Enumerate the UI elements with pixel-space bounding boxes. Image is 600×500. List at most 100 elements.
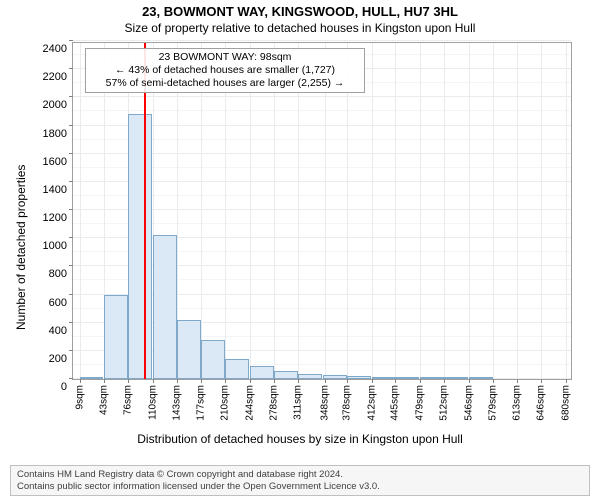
x-tick-mark bbox=[201, 379, 202, 383]
grid-line bbox=[347, 43, 348, 379]
x-tick-label: 143sqm bbox=[171, 385, 182, 421]
x-tick-label: 479sqm bbox=[415, 385, 426, 421]
x-tick-label: 76sqm bbox=[123, 385, 134, 415]
x-tick-label: 412sqm bbox=[366, 385, 377, 421]
histogram-bar bbox=[177, 320, 201, 379]
grid-line-minor bbox=[73, 110, 571, 111]
grid-line bbox=[274, 43, 275, 379]
x-tick-label: 177sqm bbox=[196, 385, 207, 421]
y-tick-mark bbox=[69, 294, 73, 295]
x-tick-label: 680sqm bbox=[560, 385, 571, 421]
y-tick-mark bbox=[69, 68, 73, 69]
x-tick-mark bbox=[541, 379, 542, 383]
grid-line bbox=[73, 40, 571, 41]
x-tick-label: 244sqm bbox=[244, 385, 255, 421]
x-tick-mark bbox=[420, 379, 421, 383]
x-tick-mark bbox=[250, 379, 251, 383]
grid-line bbox=[493, 43, 494, 379]
y-tick-mark bbox=[69, 209, 73, 210]
grid-line bbox=[298, 43, 299, 379]
grid-line bbox=[566, 43, 567, 379]
y-tick-mark bbox=[69, 237, 73, 238]
x-tick-mark bbox=[128, 379, 129, 383]
x-tick-mark bbox=[104, 379, 105, 383]
x-tick-label: 110sqm bbox=[147, 385, 158, 420]
x-tick-mark bbox=[469, 379, 470, 383]
y-tick-mark bbox=[69, 322, 73, 323]
x-tick-label: 512sqm bbox=[439, 385, 450, 421]
histogram-bar bbox=[395, 377, 419, 379]
x-tick-label: 613sqm bbox=[512, 385, 523, 421]
grid-line bbox=[201, 43, 202, 379]
histogram-bar bbox=[444, 377, 468, 379]
chart-container: 23, BOWMONT WAY, KINGSWOOD, HULL, HU7 3H… bbox=[0, 0, 600, 500]
x-tick-mark bbox=[347, 379, 348, 383]
annotation-line: 23 BOWMONT WAY: 98sqm bbox=[92, 51, 358, 64]
x-tick-mark bbox=[566, 379, 567, 383]
y-tick-mark bbox=[69, 350, 73, 351]
grid-line bbox=[250, 43, 251, 379]
histogram-bar bbox=[298, 374, 322, 379]
x-tick-mark bbox=[517, 379, 518, 383]
x-tick-label: 579sqm bbox=[487, 385, 498, 421]
histogram-bar bbox=[372, 377, 396, 379]
x-tick-label: 311sqm bbox=[293, 385, 304, 420]
x-tick-mark bbox=[225, 379, 226, 383]
x-tick-label: 378sqm bbox=[341, 385, 352, 421]
x-tick-mark bbox=[372, 379, 373, 383]
x-tick-mark bbox=[274, 379, 275, 383]
annotation-box: 23 BOWMONT WAY: 98sqm← 43% of detached h… bbox=[85, 48, 365, 93]
grid-line bbox=[444, 43, 445, 379]
histogram-bar bbox=[274, 371, 298, 379]
histogram-bar bbox=[225, 359, 249, 379]
x-axis-label: Distribution of detached houses by size … bbox=[0, 432, 600, 446]
annotation-line: 57% of semi-detached houses are larger (… bbox=[92, 77, 358, 90]
grid-line bbox=[541, 43, 542, 379]
histogram-bar bbox=[323, 375, 347, 379]
x-tick-mark bbox=[493, 379, 494, 383]
histogram-bar bbox=[104, 295, 128, 380]
y-tick-mark bbox=[69, 153, 73, 154]
chart-title: 23, BOWMONT WAY, KINGSWOOD, HULL, HU7 3H… bbox=[0, 4, 600, 19]
x-tick-label: 646sqm bbox=[536, 385, 547, 421]
y-tick-mark bbox=[69, 96, 73, 97]
x-tick-label: 43sqm bbox=[99, 385, 110, 415]
property-marker-line bbox=[144, 43, 146, 379]
x-tick-label: 546sqm bbox=[463, 385, 474, 421]
histogram-bar bbox=[469, 377, 493, 379]
grid-line bbox=[372, 43, 373, 379]
y-tick-mark bbox=[69, 40, 73, 41]
grid-line bbox=[225, 43, 226, 379]
x-tick-label: 348sqm bbox=[320, 385, 331, 421]
x-tick-mark bbox=[444, 379, 445, 383]
x-tick-label: 210sqm bbox=[220, 385, 231, 421]
x-tick-mark bbox=[325, 379, 326, 383]
grid-line bbox=[80, 43, 81, 379]
y-axis-label: Number of detached properties bbox=[14, 165, 28, 330]
x-tick-label: 278sqm bbox=[269, 385, 280, 421]
histogram-bar bbox=[201, 340, 225, 379]
histogram-bar bbox=[153, 235, 177, 379]
grid-line bbox=[325, 43, 326, 379]
grid-line bbox=[517, 43, 518, 379]
grid-line bbox=[469, 43, 470, 379]
x-tick-label: 445sqm bbox=[390, 385, 401, 421]
grid-line bbox=[73, 96, 571, 97]
annotation-line: ← 43% of detached houses are smaller (1,… bbox=[92, 64, 358, 77]
histogram-bar bbox=[420, 377, 444, 379]
x-tick-mark bbox=[298, 379, 299, 383]
x-tick-label: 9sqm bbox=[74, 385, 85, 409]
y-tick-mark bbox=[69, 125, 73, 126]
histogram-bar bbox=[347, 376, 371, 379]
grid-line bbox=[420, 43, 421, 379]
x-tick-mark bbox=[177, 379, 178, 383]
histogram-bar bbox=[80, 377, 104, 379]
footer-line-2: Contains public sector information licen… bbox=[17, 481, 583, 492]
footer-line-1: Contains HM Land Registry data © Crown c… bbox=[17, 469, 583, 480]
chart-subtitle: Size of property relative to detached ho… bbox=[0, 21, 600, 35]
histogram-bar bbox=[250, 366, 274, 379]
y-tick-mark bbox=[69, 181, 73, 182]
y-tick-mark bbox=[69, 378, 73, 379]
grid-line bbox=[395, 43, 396, 379]
y-tick-mark bbox=[69, 265, 73, 266]
